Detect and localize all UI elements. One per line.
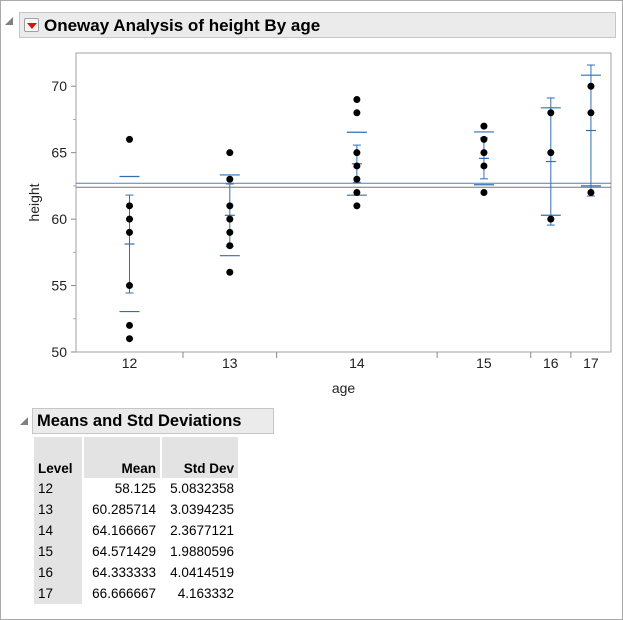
data-point [587,189,595,197]
data-point [547,109,555,117]
table-row: 15 64.571429 1.9880596 [34,541,238,562]
cell-stddev: 4.0414519 [170,565,234,580]
data-point [126,202,133,210]
data-point [480,149,488,157]
x-tick-label: 13 [222,355,238,371]
table-row: 13 60.285714 3.0394235 [34,499,238,520]
x-tick-label: 17 [583,355,599,371]
x-axis-label: age [332,380,356,396]
col-header-level: Level [34,437,82,478]
data-point [226,202,234,210]
cell-stddev: 2.3677121 [170,523,234,538]
table-row: 16 64.333333 4.0414519 [34,562,238,583]
y-tick-label: 65 [51,145,67,161]
y-axis-label: height [26,183,42,221]
data-point [353,189,361,197]
table-row: 14 64.166667 2.3677121 [34,520,238,541]
cell-stddev: 3.0394235 [170,502,234,517]
y-tick-label: 60 [51,211,67,227]
data-point [126,215,133,223]
y-tick-label: 55 [51,278,67,294]
cell-level: 17 [34,583,82,604]
means-table-header[interactable]: Means and Std Deviations [32,408,274,434]
means-table: Level Mean Std Dev 12 58.125 5.0832358 1… [32,437,240,604]
data-point [587,109,595,117]
data-point [353,96,361,104]
x-tick-label: 16 [543,355,559,371]
red-triangle-menu-button[interactable] [24,18,39,32]
cell-level: 13 [34,499,82,520]
data-point [226,215,234,223]
data-point [226,175,234,183]
data-point [126,228,133,236]
data-point [480,122,488,130]
data-point [126,282,133,290]
data-point [226,268,234,276]
data-point [547,149,555,157]
table-row: 12 58.125 5.0832358 [34,478,238,499]
collapse-triangle-icon[interactable] [5,17,13,25]
cell-mean: 66.666667 [92,586,156,601]
data-point [226,228,234,236]
table-collapse-triangle-icon[interactable] [20,417,28,425]
y-tick-label: 50 [51,344,67,360]
data-point [226,242,234,250]
data-point [547,215,555,223]
x-tick-label: 12 [122,355,138,371]
cell-stddev: 1.9880596 [170,544,234,559]
data-point [126,335,133,343]
report-title: Oneway Analysis of height By age [44,16,321,35]
cell-level: 12 [34,478,82,499]
cell-mean: 64.333333 [92,565,156,580]
data-point [480,189,488,197]
cell-mean: 60.285714 [92,502,156,517]
report-header[interactable]: Oneway Analysis of height By age [19,12,616,38]
means-table-title: Means and Std Deviations [37,412,242,430]
cell-mean: 64.166667 [92,523,156,538]
data-point [353,109,361,117]
x-tick-label: 14 [349,355,365,371]
data-point [353,162,361,170]
data-point [226,149,234,157]
cell-level: 15 [34,541,82,562]
y-tick-label: 70 [51,78,67,94]
data-point [353,175,361,183]
x-tick-label: 15 [476,355,492,371]
cell-stddev: 4.163332 [177,586,234,601]
oneway-chart: 50 55 60 65 70 12 13 14 15 16 17 age height [26,52,612,396]
cell-mean: 64.571429 [92,544,156,559]
data-point [353,202,361,210]
cell-level: 16 [34,562,82,583]
data-point [126,321,133,329]
plot-frame [75,52,612,353]
col-header-mean: Mean [84,437,160,478]
data-point [587,82,595,90]
cell-stddev: 5.0832358 [170,481,234,496]
col-header-stddev: Std Dev [162,437,238,478]
cell-level: 14 [34,520,82,541]
table-row: 17 66.666667 4.163332 [34,583,238,604]
data-point [480,135,488,143]
cell-mean: 58.125 [114,481,156,496]
red-triangle-icon [27,23,37,29]
data-point [126,135,133,143]
data-point [480,162,488,170]
data-point [353,149,361,157]
